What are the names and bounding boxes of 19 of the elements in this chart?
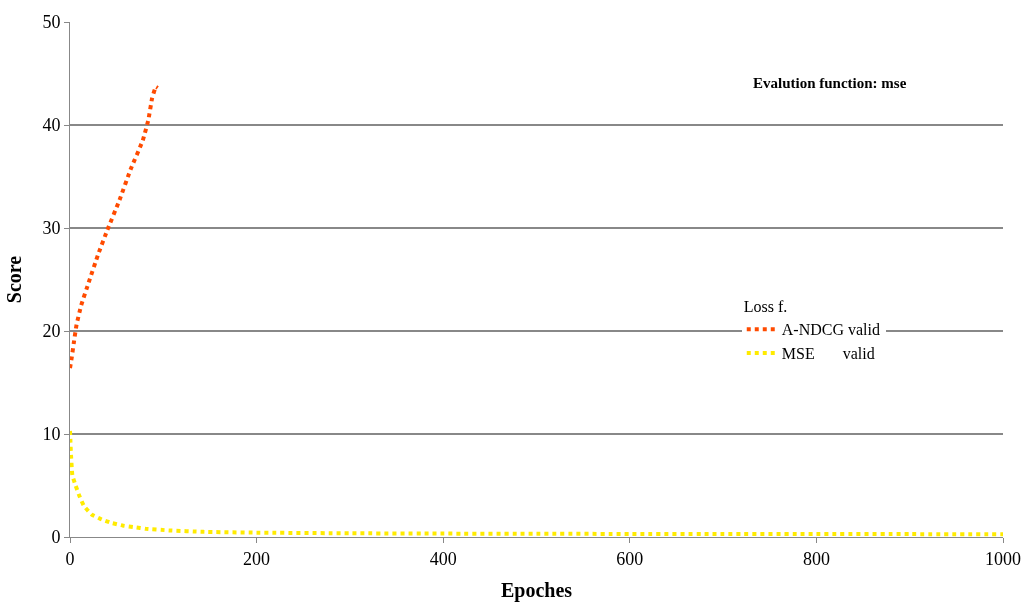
x-tick-label: 200 [243, 548, 271, 569]
annotation: Evalution function: mse [753, 75, 907, 91]
y-tick-label: 20 [42, 321, 61, 342]
y-tick-label: 40 [42, 115, 61, 136]
y-tick-label: 10 [42, 424, 61, 445]
x-tick-label: 400 [429, 548, 457, 569]
legend-label: A-NDCG valid [781, 321, 880, 339]
y-tick-label: 50 [42, 12, 61, 33]
line-series [70, 84, 160, 371]
x-tick-label: 1000 [985, 548, 1021, 569]
y-tick-label: 30 [42, 218, 61, 239]
legend-label: MSE valid [781, 345, 875, 363]
x-tick-label: 800 [802, 548, 830, 569]
legend-title: Loss f. [743, 298, 788, 316]
y-axis-title: Score [2, 255, 25, 304]
x-tick-label: 0 [65, 548, 75, 569]
x-tick-label: 600 [616, 548, 644, 569]
y-tick-label: 0 [51, 527, 61, 548]
x-axis-title: Epoches [500, 579, 573, 603]
